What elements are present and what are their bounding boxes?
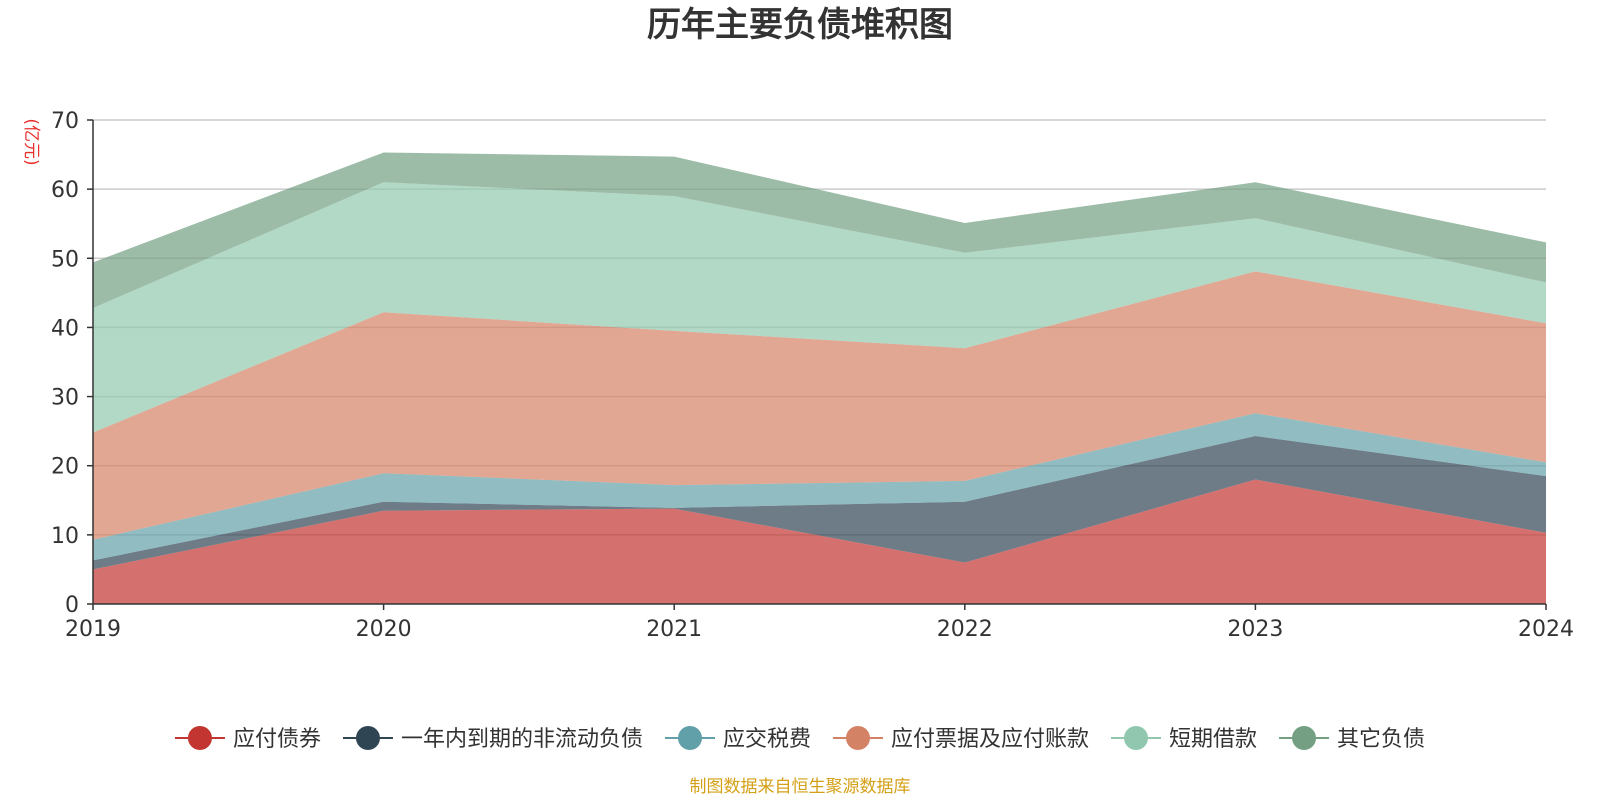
- y-tick-label: 40: [51, 316, 79, 341]
- chart-title: 历年主要负债堆积图: [647, 5, 953, 45]
- y-tick-label: 50: [51, 247, 79, 272]
- axes: 0 10 20 30 40 50 60 70 2019 2020 2021 2022 2023 2024: [51, 109, 1574, 642]
- legend-label: 短期借款: [1169, 727, 1257, 752]
- y-tick-label: 20: [51, 455, 79, 480]
- legend-item-4[interactable]: 短期借款: [1111, 726, 1257, 752]
- x-tick-label: 2020: [356, 617, 412, 642]
- x-tick-label: 2021: [646, 617, 702, 642]
- x-tick-label: 2019: [65, 617, 121, 642]
- area-4[interactable]: [93, 182, 1546, 433]
- area-1[interactable]: [93, 436, 1546, 570]
- y-tick-label: 60: [51, 178, 79, 203]
- legend-marker: [187, 726, 212, 750]
- source-note: 制图数据来自恒生聚源数据库: [690, 777, 911, 797]
- legend-label: 应付债券: [233, 727, 321, 752]
- area-3[interactable]: [93, 271, 1546, 540]
- legend-marker: [1124, 726, 1149, 750]
- legend-item-1[interactable]: 一年内到期的非流动负债: [342, 726, 643, 752]
- y-tick-label: 70: [51, 109, 79, 134]
- x-tick-label: 2022: [937, 617, 993, 642]
- legend-marker: [355, 726, 380, 750]
- legend-item-5[interactable]: 其它负债: [1279, 726, 1425, 752]
- legend-item-2[interactable]: 应交税费: [664, 726, 811, 752]
- area-series: [93, 152, 1546, 605]
- legend[interactable]: 应付债券 一年内到期的非流动负债 应交税费 应付票据及应付账款 短期借款 其它负债: [174, 726, 1425, 752]
- x-tick-label: 2023: [1227, 617, 1283, 642]
- x-tick-label: 2024: [1518, 617, 1574, 642]
- area-0[interactable]: [93, 479, 1546, 605]
- legend-marker: [1292, 726, 1317, 750]
- legend-label: 应付票据及应付账款: [891, 727, 1089, 752]
- area-2[interactable]: [93, 413, 1546, 561]
- y-axis-unit-label: (亿元): [21, 118, 41, 165]
- y-tick-label: 30: [51, 386, 79, 411]
- legend-item-3[interactable]: 应付票据及应付账款: [833, 726, 1089, 752]
- legend-label: 一年内到期的非流动负债: [401, 727, 643, 752]
- legend-label: 其它负债: [1337, 727, 1425, 752]
- legend-item-0[interactable]: 应付债券: [174, 726, 321, 752]
- legend-label: 应交税费: [723, 727, 811, 752]
- y-tick-label: 0: [65, 593, 79, 618]
- y-tick-label: 10: [51, 524, 79, 549]
- legend-marker: [846, 726, 870, 750]
- legend-marker: [677, 726, 702, 750]
